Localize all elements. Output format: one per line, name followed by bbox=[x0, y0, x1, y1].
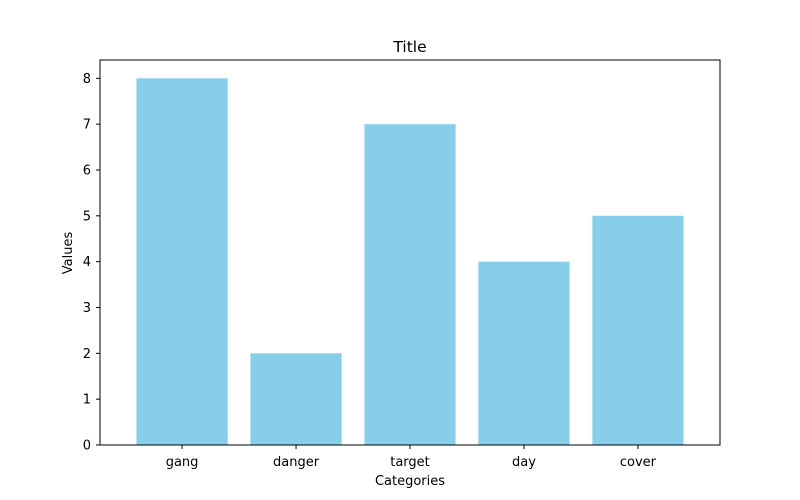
bar-gang bbox=[136, 78, 228, 445]
y-tick-label: 4 bbox=[83, 255, 91, 270]
y-tick-label: 1 bbox=[83, 393, 91, 408]
y-tick-label: 6 bbox=[83, 164, 91, 179]
x-axis-label: Categories bbox=[375, 474, 445, 489]
y-axis-ticks: 0 1 2 3 4 5 6 7 8 bbox=[83, 72, 100, 454]
bar-danger bbox=[250, 353, 342, 445]
y-tick-label: 0 bbox=[83, 439, 91, 454]
x-tick-label-day: day bbox=[512, 455, 536, 470]
y-tick-label: 2 bbox=[83, 347, 91, 362]
y-axis-label: Values bbox=[61, 232, 76, 275]
x-tick-label-cover: cover bbox=[620, 455, 657, 470]
bars-group bbox=[136, 78, 684, 446]
x-tick-label-target: target bbox=[390, 455, 430, 470]
y-tick-label: 3 bbox=[83, 301, 91, 316]
x-tick-label-gang: gang bbox=[166, 455, 199, 470]
bar-day bbox=[478, 261, 570, 445]
y-tick-label: 7 bbox=[83, 118, 91, 133]
plot-area-frame bbox=[99, 59, 721, 446]
chart-title: Title bbox=[392, 38, 426, 56]
bar-target bbox=[364, 124, 456, 446]
y-tick-label: 8 bbox=[83, 72, 91, 87]
x-axis-ticks: gang danger target day cover bbox=[166, 445, 657, 470]
bar-cover bbox=[592, 215, 684, 445]
x-tick-label-danger: danger bbox=[273, 455, 320, 470]
y-tick-label: 5 bbox=[83, 209, 91, 224]
